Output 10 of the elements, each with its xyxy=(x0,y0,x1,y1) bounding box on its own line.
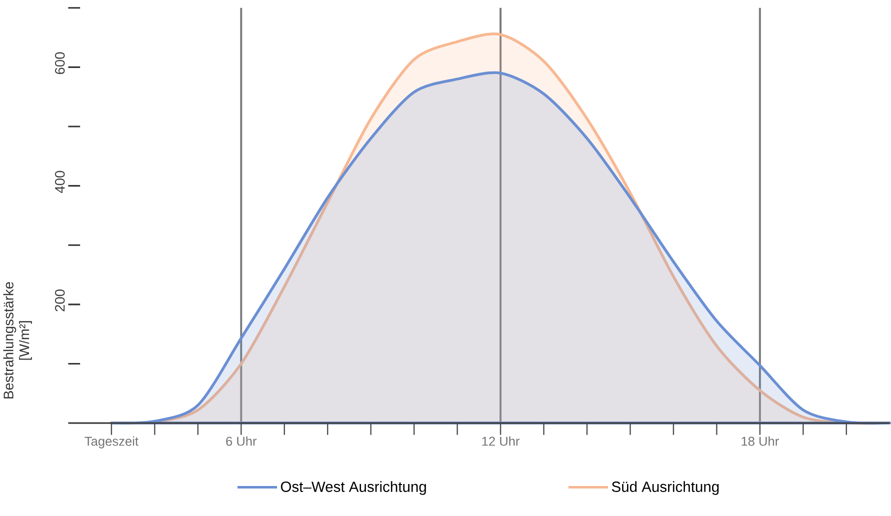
x-tick-label: 6 Uhr xyxy=(226,436,257,446)
x-tick-label: 12 Uhr xyxy=(482,436,520,446)
y-tick-label: 600 xyxy=(54,52,65,74)
y-axis-title: Bestrahlungsstärke [W/m²] xyxy=(3,282,32,398)
legend-label: Süd Ausrichtung xyxy=(612,481,719,495)
x-tick-label: 18 Uhr xyxy=(742,436,779,446)
y-tick-label: 200 xyxy=(54,290,65,312)
y-tick-label: 400 xyxy=(54,170,65,194)
legend-label: Ost–West Ausrichtung xyxy=(280,481,426,495)
x-tick-label: Tageszeit xyxy=(84,436,138,448)
